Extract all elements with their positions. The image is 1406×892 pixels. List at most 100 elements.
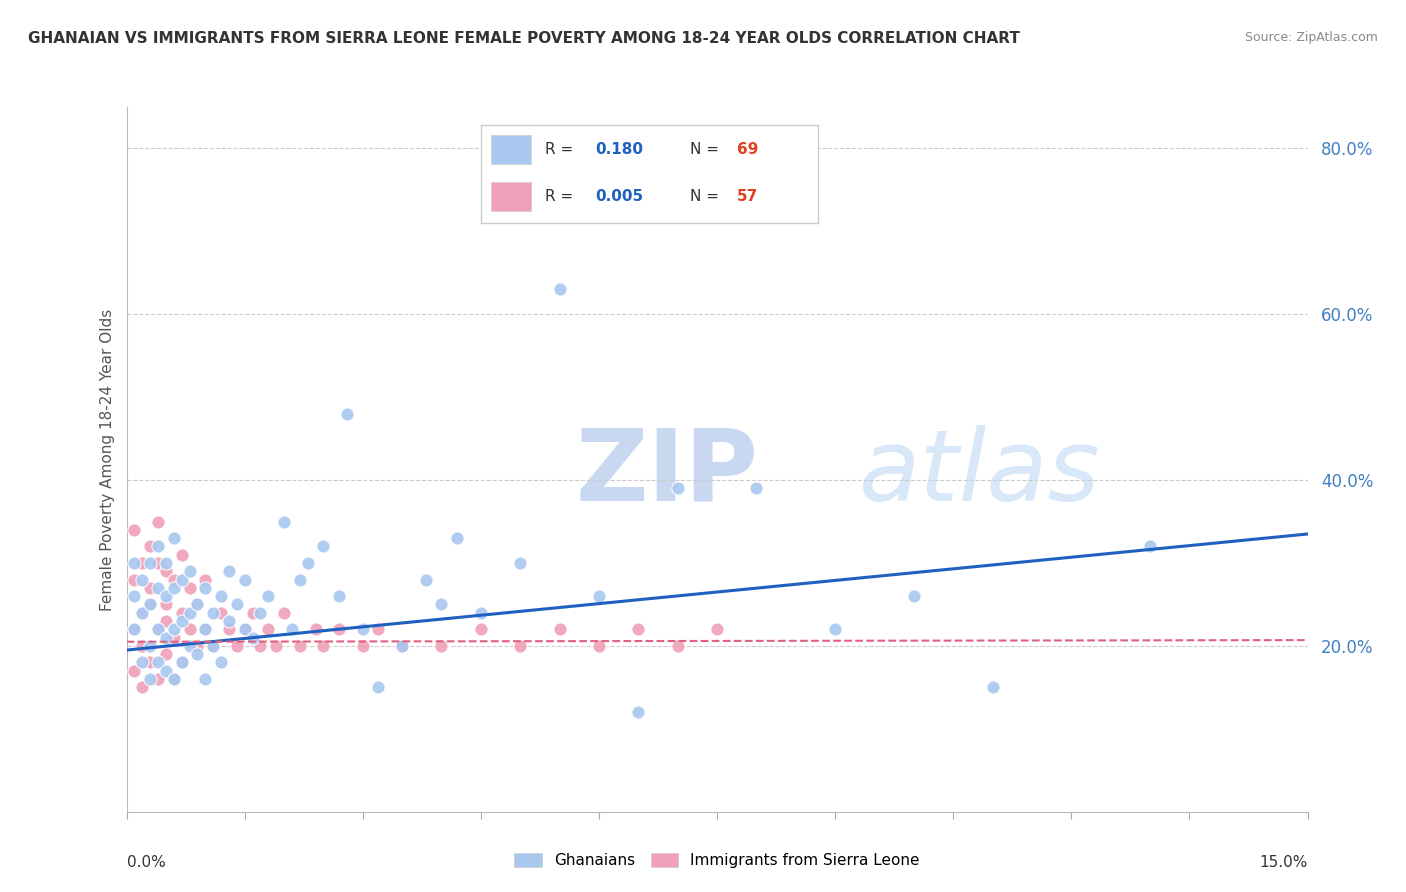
- Point: [155, 598, 177, 612]
- Text: N =: N =: [690, 189, 718, 204]
- Point: [170, 614, 193, 628]
- Point: [367, 681, 389, 695]
- Point: [186, 598, 208, 612]
- Point: [124, 664, 146, 678]
- Y-axis label: Female Poverty Among 18-24 Year Olds: Female Poverty Among 18-24 Year Olds: [100, 309, 115, 610]
- Point: [146, 556, 169, 570]
- Point: [124, 523, 146, 537]
- Point: [242, 631, 264, 645]
- Point: [131, 556, 153, 570]
- Point: [1139, 540, 1161, 554]
- Point: [242, 606, 264, 620]
- Point: [627, 705, 650, 719]
- Point: [163, 531, 186, 545]
- Point: [163, 672, 186, 686]
- Point: [328, 589, 350, 603]
- Point: [155, 564, 177, 578]
- Point: [139, 639, 162, 653]
- Point: [903, 589, 925, 603]
- Point: [146, 623, 169, 637]
- Point: [146, 515, 169, 529]
- Point: [588, 589, 610, 603]
- Point: [470, 606, 492, 620]
- Point: [131, 656, 153, 670]
- Point: [139, 672, 162, 686]
- Point: [218, 614, 240, 628]
- Point: [288, 639, 311, 653]
- Point: [146, 672, 169, 686]
- Point: [264, 639, 287, 653]
- Point: [131, 639, 153, 653]
- Point: [179, 623, 201, 637]
- Point: [509, 556, 531, 570]
- Point: [312, 540, 335, 554]
- Point: [139, 540, 162, 554]
- Point: [257, 623, 280, 637]
- Point: [131, 606, 153, 620]
- Point: [194, 581, 217, 595]
- Point: [179, 606, 201, 620]
- Point: [146, 623, 169, 637]
- Point: [824, 623, 846, 637]
- Text: ZIP: ZIP: [575, 425, 758, 522]
- Point: [155, 647, 177, 661]
- Bar: [491, 135, 531, 164]
- Point: [202, 639, 225, 653]
- Text: 0.180: 0.180: [596, 142, 644, 157]
- Point: [146, 656, 169, 670]
- Point: [146, 581, 169, 595]
- Bar: [491, 182, 531, 211]
- Text: 0.0%: 0.0%: [127, 855, 166, 870]
- Point: [194, 623, 217, 637]
- Point: [312, 639, 335, 653]
- Point: [548, 623, 571, 637]
- Point: [202, 606, 225, 620]
- Point: [179, 639, 201, 653]
- Point: [273, 606, 295, 620]
- Text: 15.0%: 15.0%: [1260, 855, 1308, 870]
- Text: atlas: atlas: [859, 425, 1101, 522]
- Point: [367, 623, 389, 637]
- Text: R =: R =: [546, 189, 574, 204]
- Point: [304, 623, 326, 637]
- Point: [163, 631, 186, 645]
- Point: [124, 623, 146, 637]
- Point: [155, 631, 177, 645]
- Point: [627, 623, 650, 637]
- Point: [186, 639, 208, 653]
- Point: [194, 623, 217, 637]
- Text: 57: 57: [737, 189, 759, 204]
- Point: [163, 573, 186, 587]
- Point: [124, 589, 146, 603]
- Point: [273, 515, 295, 529]
- Point: [233, 573, 256, 587]
- Point: [249, 639, 271, 653]
- Point: [170, 548, 193, 562]
- Point: [218, 564, 240, 578]
- Point: [509, 639, 531, 653]
- Point: [202, 639, 225, 653]
- Text: 69: 69: [737, 142, 759, 157]
- Point: [218, 623, 240, 637]
- Text: GHANAIAN VS IMMIGRANTS FROM SIERRA LEONE FEMALE POVERTY AMONG 18-24 YEAR OLDS CO: GHANAIAN VS IMMIGRANTS FROM SIERRA LEONE…: [28, 31, 1019, 46]
- Point: [170, 656, 193, 670]
- Point: [131, 573, 153, 587]
- Point: [225, 639, 247, 653]
- Point: [352, 639, 374, 653]
- Point: [179, 564, 201, 578]
- Point: [139, 598, 162, 612]
- Point: [146, 540, 169, 554]
- Point: [194, 573, 217, 587]
- Point: [470, 623, 492, 637]
- Point: [415, 573, 437, 587]
- Point: [139, 581, 162, 595]
- Point: [139, 656, 162, 670]
- Point: [124, 573, 146, 587]
- Point: [124, 623, 146, 637]
- Point: [225, 598, 247, 612]
- Point: [155, 589, 177, 603]
- Point: [446, 531, 468, 545]
- Point: [170, 606, 193, 620]
- Point: [163, 672, 186, 686]
- Point: [352, 623, 374, 637]
